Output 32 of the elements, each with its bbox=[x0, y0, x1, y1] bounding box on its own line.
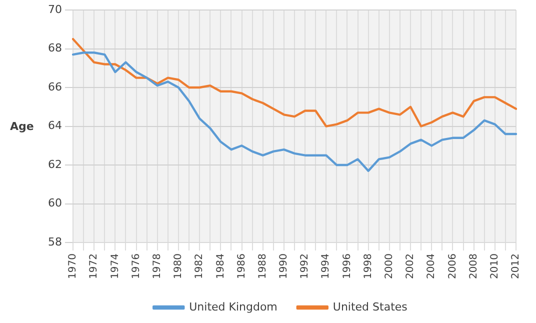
x-tick-label: 1972 bbox=[88, 254, 100, 280]
y-axis-title: Age bbox=[10, 120, 34, 133]
y-tick-label: 60 bbox=[48, 196, 62, 210]
legend-label: United States bbox=[332, 300, 408, 314]
x-tick-label: 2006 bbox=[447, 254, 458, 280]
x-tick-label: 2010 bbox=[490, 254, 500, 280]
x-tick-label: 1986 bbox=[236, 254, 248, 280]
x-tick-label: 2000 bbox=[384, 254, 396, 280]
y-tick-label: 62 bbox=[48, 158, 62, 171]
x-tick-label: 1988 bbox=[257, 254, 268, 280]
x-tick-label: 1992 bbox=[300, 254, 311, 280]
x-tick-label: 1994 bbox=[320, 254, 332, 280]
x-tick-label: 1996 bbox=[342, 254, 353, 280]
x-tick-label: 2008 bbox=[468, 254, 480, 280]
y-tick-label: 66 bbox=[48, 80, 62, 94]
x-tick-label: 1990 bbox=[278, 254, 290, 280]
x-tick-label: 2004 bbox=[426, 254, 438, 280]
x-tick-label: 1982 bbox=[194, 254, 206, 280]
y-tick-label: 70 bbox=[48, 2, 62, 16]
x-tick-label: 1974 bbox=[110, 254, 121, 280]
x-tick-label: 1970 bbox=[68, 254, 79, 280]
y-tick-label: 68 bbox=[48, 42, 62, 55]
x-tick-label: 1978 bbox=[152, 254, 163, 280]
x-tick-label: 2002 bbox=[405, 254, 416, 280]
legend-label: United Kingdom bbox=[189, 300, 278, 314]
y-tick-label: 64 bbox=[48, 119, 62, 132]
x-tick-label: 1980 bbox=[173, 254, 184, 280]
x-tick-label: 1998 bbox=[362, 254, 374, 280]
x-tick-label: 1984 bbox=[215, 254, 226, 280]
x-tick-label: 1976 bbox=[130, 254, 142, 280]
x-tick-label: 2012 bbox=[510, 254, 522, 280]
y-tick-label: 58 bbox=[48, 235, 62, 248]
